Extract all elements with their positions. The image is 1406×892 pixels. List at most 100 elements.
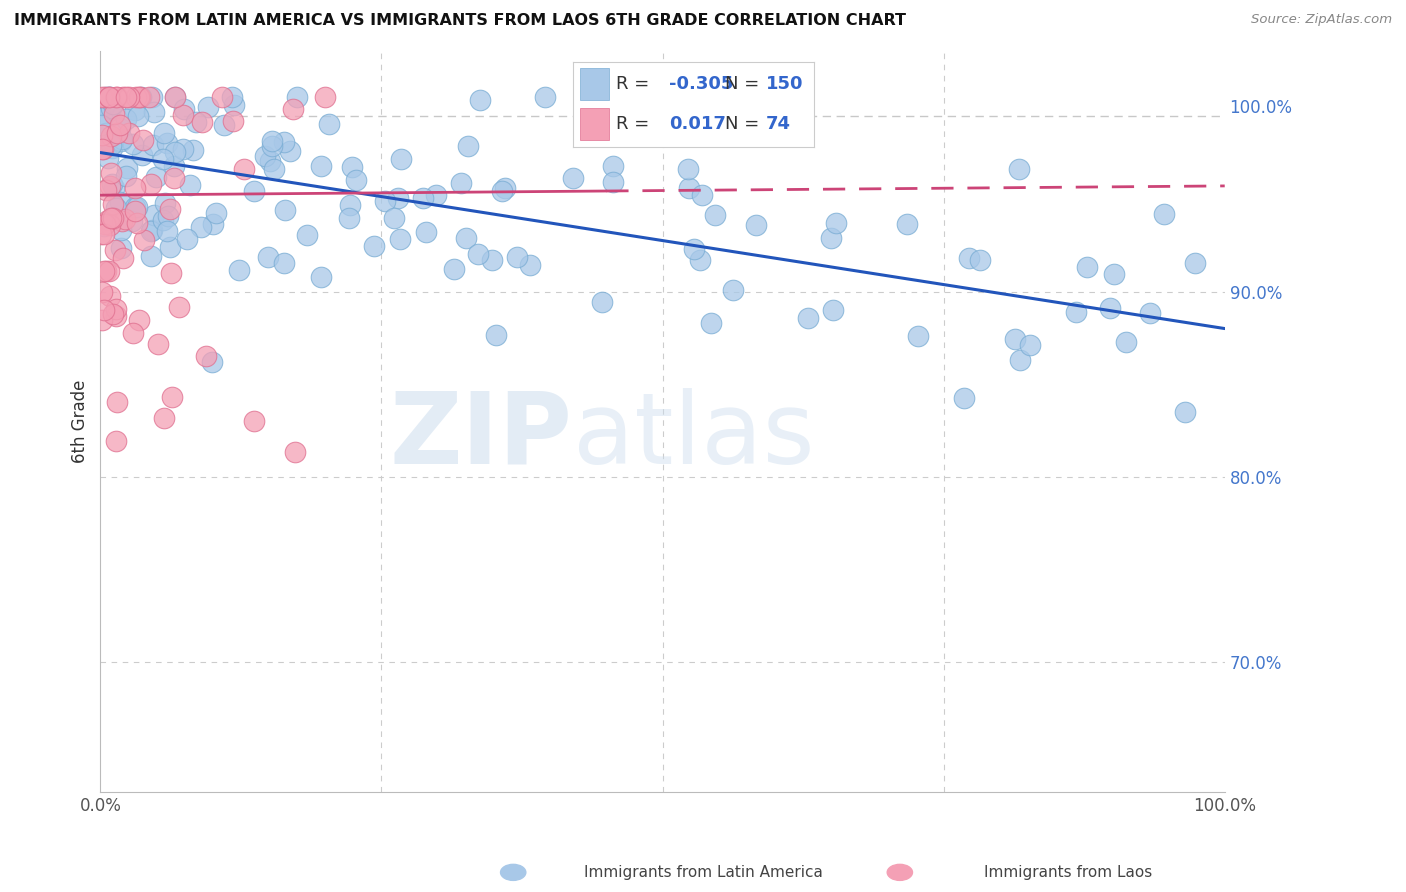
- Point: [101, 211, 124, 226]
- Point: [94, 217, 117, 231]
- Point: [387, 191, 409, 205]
- Point: [91, 142, 114, 156]
- Point: [745, 218, 768, 232]
- Point: [443, 261, 465, 276]
- Point: [969, 252, 991, 267]
- Point: [105, 301, 128, 316]
- Point: [98, 90, 121, 104]
- Point: [200, 355, 222, 369]
- Point: [273, 136, 295, 150]
- Point: [105, 90, 128, 104]
- Point: [222, 97, 245, 112]
- Point: [195, 349, 218, 363]
- Point: [121, 213, 143, 227]
- Point: [678, 180, 700, 194]
- Point: [1102, 267, 1125, 281]
- Point: [363, 239, 385, 253]
- Point: [228, 263, 250, 277]
- Point: [278, 145, 301, 159]
- Point: [153, 126, 176, 140]
- Point: [602, 159, 624, 173]
- Point: [284, 445, 307, 459]
- Point: [139, 224, 162, 238]
- Point: [506, 250, 529, 264]
- Point: [90, 90, 112, 104]
- Point: [221, 90, 243, 104]
- Point: [91, 313, 114, 327]
- Point: [676, 162, 699, 177]
- Point: [108, 120, 131, 135]
- Point: [263, 161, 285, 176]
- Point: [100, 128, 122, 143]
- Point: [467, 246, 489, 260]
- Point: [163, 90, 186, 104]
- Point: [285, 90, 308, 104]
- Point: [124, 204, 146, 219]
- Point: [412, 191, 434, 205]
- Point: [197, 100, 219, 114]
- Point: [591, 295, 613, 310]
- Point: [124, 90, 146, 104]
- Point: [450, 176, 472, 190]
- Point: [111, 90, 134, 104]
- Point: [1139, 306, 1161, 320]
- Point: [142, 104, 165, 119]
- Point: [98, 218, 121, 232]
- Point: [1008, 353, 1031, 368]
- Point: [103, 307, 125, 321]
- Point: [179, 178, 201, 193]
- Point: [191, 114, 214, 128]
- Point: [583, 90, 606, 104]
- Point: [534, 90, 557, 104]
- Point: [132, 233, 155, 247]
- Point: [494, 181, 516, 195]
- Point: [94, 263, 117, 277]
- Point: [259, 154, 281, 169]
- Point: [1184, 255, 1206, 269]
- Point: [129, 90, 152, 104]
- Point: [93, 219, 115, 234]
- Point: [100, 166, 122, 180]
- Point: [173, 102, 195, 116]
- Point: [957, 251, 980, 265]
- Point: [425, 187, 447, 202]
- Point: [389, 152, 412, 166]
- Point: [163, 159, 186, 173]
- Point: [382, 211, 405, 226]
- Point: [93, 303, 115, 318]
- Point: [104, 201, 127, 215]
- Point: [309, 159, 332, 173]
- Point: [339, 198, 361, 212]
- Point: [128, 313, 150, 327]
- Point: [115, 169, 138, 183]
- Point: [457, 139, 479, 153]
- Point: [415, 225, 437, 239]
- Point: [131, 148, 153, 162]
- Text: Source: ZipAtlas.com: Source: ZipAtlas.com: [1251, 13, 1392, 27]
- Point: [159, 239, 181, 253]
- Point: [152, 152, 174, 166]
- Point: [98, 289, 121, 303]
- Point: [124, 181, 146, 195]
- Point: [1115, 334, 1137, 349]
- Point: [907, 329, 929, 343]
- Point: [148, 336, 170, 351]
- Point: [243, 414, 266, 428]
- Point: [90, 227, 112, 241]
- Point: [1174, 405, 1197, 419]
- Point: [114, 212, 136, 227]
- Point: [110, 222, 132, 236]
- Point: [93, 99, 115, 113]
- Point: [142, 138, 165, 153]
- Point: [172, 108, 194, 122]
- Point: [169, 300, 191, 314]
- Point: [256, 250, 278, 264]
- Point: [105, 434, 128, 448]
- Point: [160, 390, 183, 404]
- Point: [562, 170, 585, 185]
- Point: [1076, 260, 1098, 274]
- Point: [111, 251, 134, 265]
- Point: [152, 213, 174, 227]
- Point: [165, 145, 187, 159]
- Point: [97, 90, 120, 104]
